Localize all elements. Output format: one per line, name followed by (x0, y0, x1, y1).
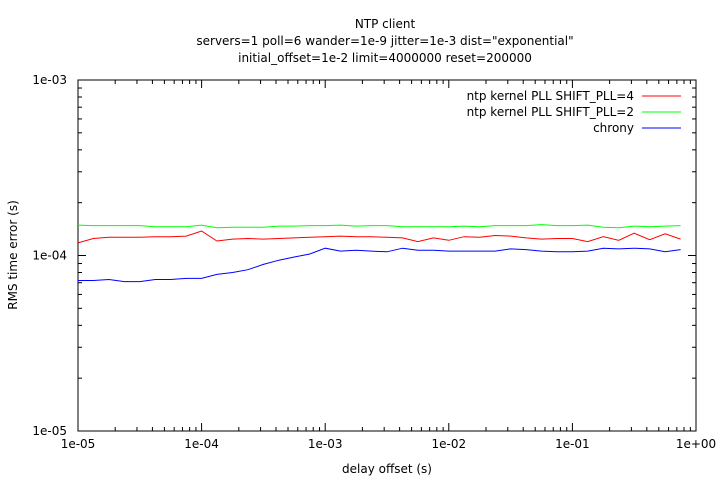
chart-subtitle-line-2: initial_offset=1e-2 limit=4000000 reset=… (238, 51, 532, 65)
legend-label-1: ntp kernel PLL SHIFT_PLL=4 (467, 89, 634, 103)
series-group (77, 224, 681, 283)
y-tick-label: 1e-03 (32, 73, 67, 87)
legend-label-3: chrony (593, 121, 634, 135)
y-axis-label: RMS time error (s) (6, 200, 20, 310)
series-line-3 (78, 247, 681, 283)
x-tick-label: 1e-05 (61, 437, 96, 451)
x-tick-label: 1e+00 (676, 437, 716, 451)
series-line-1 (77, 230, 681, 244)
x-tick-label: 1e-04 (184, 437, 219, 451)
legend-label-2: ntp kernel PLL SHIFT_PLL=2 (467, 105, 634, 119)
x-axis: 1e-05 1e-04 1e-03 1e-02 1e-01 1e+00 (61, 80, 716, 451)
x-axis-label: delay offset (s) (342, 462, 432, 476)
series-line-2 (77, 224, 681, 229)
x-tick-label: 1e-02 (431, 437, 466, 451)
chart-title: NTP client (355, 17, 416, 31)
y-axis: 1e-05 1e-04 1e-03 (32, 73, 696, 438)
y-tick-label: 1e-05 (32, 424, 67, 438)
x-tick-label: 1e-03 (308, 437, 343, 451)
x-tick-label: 1e-01 (555, 437, 590, 451)
chart-subtitle-line-1: servers=1 poll=6 wander=1e-9 jitter=1e-3… (196, 34, 573, 48)
y-tick-label: 1e-04 (32, 249, 67, 263)
